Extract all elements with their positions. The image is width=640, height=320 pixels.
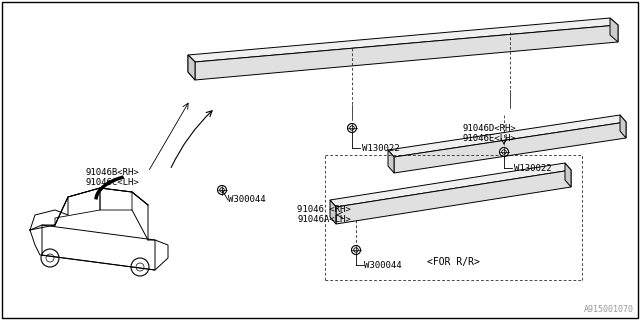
Text: 91046A<LH>: 91046A<LH> xyxy=(297,215,351,225)
Text: W130022: W130022 xyxy=(514,164,552,172)
Text: W130022: W130022 xyxy=(362,143,399,153)
Circle shape xyxy=(348,124,356,132)
Text: W300044: W300044 xyxy=(364,260,402,269)
Text: 91046D<RH>: 91046D<RH> xyxy=(462,124,516,132)
Polygon shape xyxy=(610,18,618,42)
Polygon shape xyxy=(388,150,394,173)
Polygon shape xyxy=(388,115,626,157)
Polygon shape xyxy=(188,18,618,62)
Text: 91046C<LH>: 91046C<LH> xyxy=(85,178,139,187)
Text: W300044: W300044 xyxy=(228,196,266,204)
Polygon shape xyxy=(336,170,571,224)
Polygon shape xyxy=(330,163,571,207)
Circle shape xyxy=(218,186,227,195)
Text: 91046B<RH>: 91046B<RH> xyxy=(85,167,139,177)
Polygon shape xyxy=(188,55,195,80)
Polygon shape xyxy=(620,115,626,138)
Circle shape xyxy=(499,148,509,156)
Polygon shape xyxy=(330,200,336,224)
Polygon shape xyxy=(394,122,626,173)
Text: 91046 <RH>: 91046 <RH> xyxy=(297,205,351,214)
Polygon shape xyxy=(188,55,195,80)
Text: A915001070: A915001070 xyxy=(584,305,634,314)
Circle shape xyxy=(351,245,360,254)
Polygon shape xyxy=(565,163,571,187)
Text: 91046E<LH>: 91046E<LH> xyxy=(462,133,516,142)
Text: <FOR R/R>: <FOR R/R> xyxy=(427,257,479,267)
Polygon shape xyxy=(195,25,618,80)
